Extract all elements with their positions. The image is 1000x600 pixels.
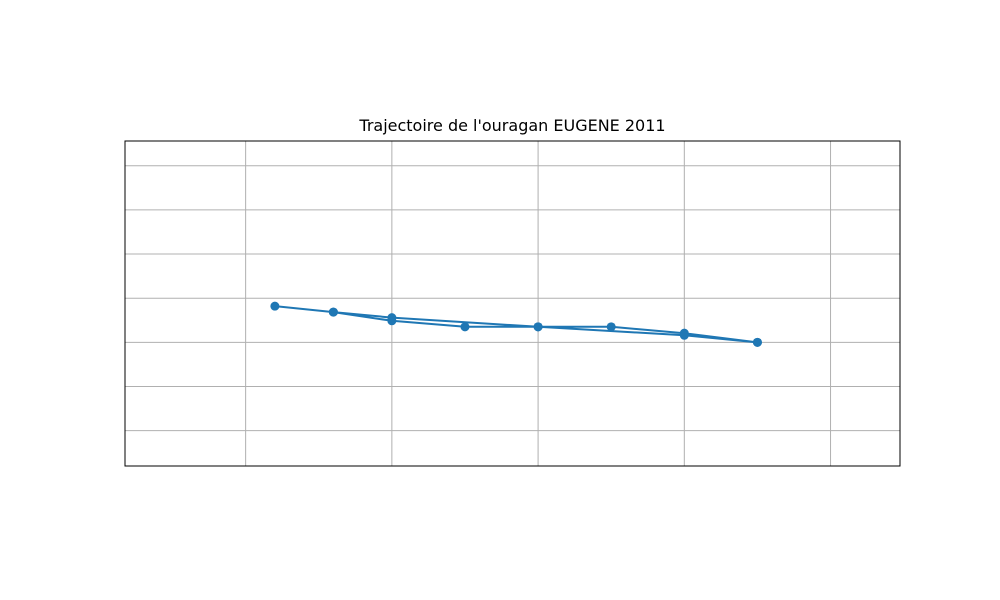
track-point [606,322,616,332]
track-point [752,337,762,347]
track-point [533,322,543,332]
track-point [679,330,689,340]
track-point [460,322,470,332]
track-point [270,301,280,311]
track-point [328,307,338,317]
track-point [387,313,397,323]
plot-frame [124,140,901,467]
series-layer [270,301,762,347]
grid [125,141,900,466]
chart-title: Trajectoire de l'ouragan EUGENE 2011 [358,116,665,135]
